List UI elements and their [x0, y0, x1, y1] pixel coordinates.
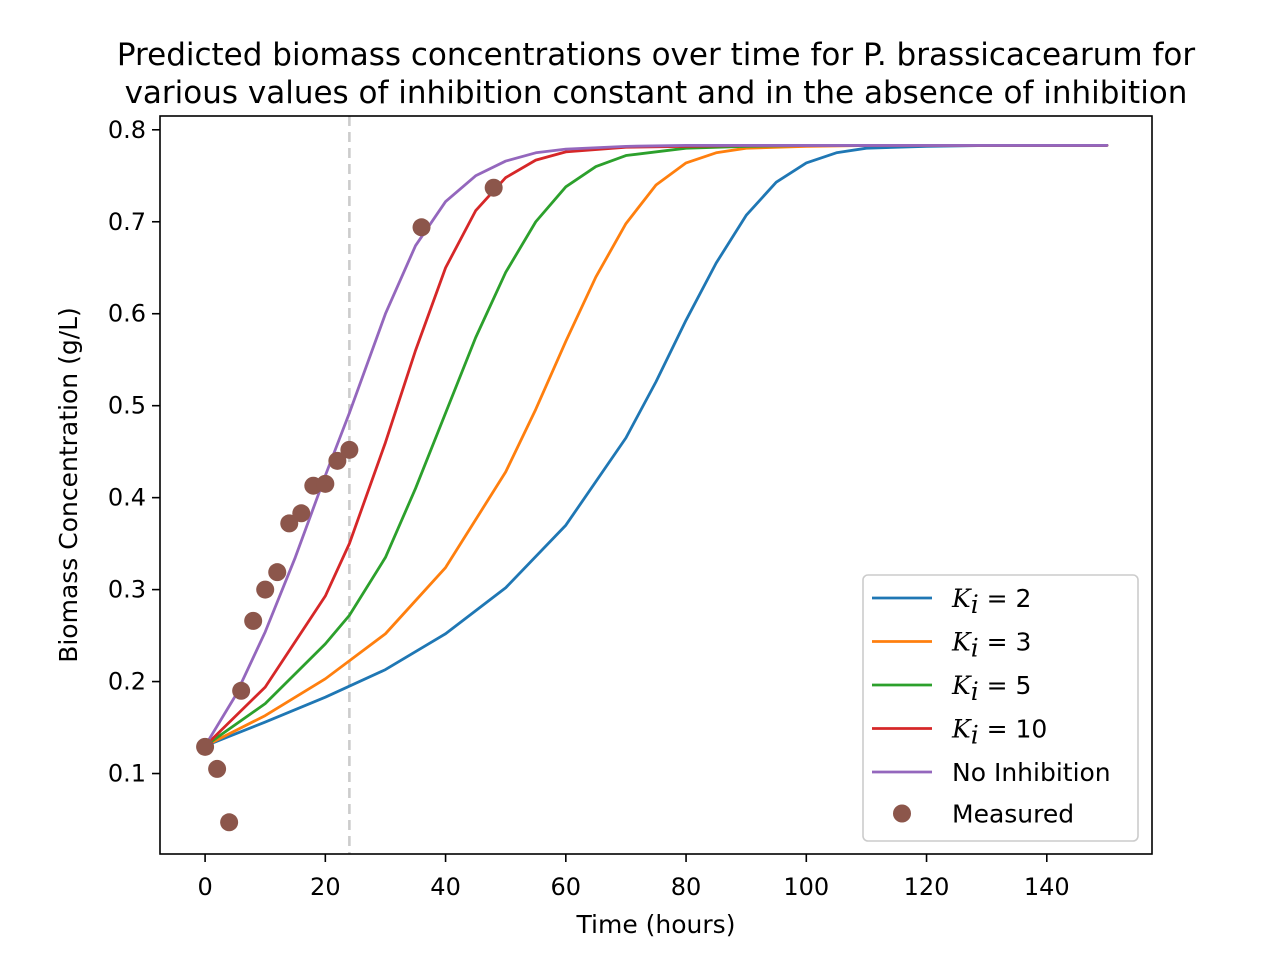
y-tick-label: 0.5	[108, 392, 146, 420]
series-line-5	[203, 144, 1109, 748]
measured-point	[316, 474, 335, 493]
x-tick-label: 40	[430, 873, 461, 901]
legend-label-4: Ki = 10	[951, 715, 1047, 750]
x-tick-label: 60	[551, 873, 582, 901]
y-tick-label: 0.4	[108, 484, 146, 512]
y-axis: 0.1 0.2 0.3 0.4 0.5 0.6 0.7 0.8	[108, 116, 160, 788]
x-axis: 0 20 40 60 80 100 120 140	[197, 854, 1070, 901]
x-tick-label: 0	[197, 873, 212, 901]
legend-label-5: No Inhibition	[952, 758, 1111, 787]
x-tick-label: 20	[310, 873, 341, 901]
x-tick-label: 120	[904, 873, 950, 901]
measured-point	[328, 451, 347, 470]
y-tick-label: 0.2	[108, 668, 146, 696]
plot-frame	[159, 115, 1153, 855]
legend-label-measured: Measured	[952, 800, 1074, 829]
measured-point	[280, 514, 299, 533]
legend: Ki = 2 Ki = 3 Ki = 5 Ki = 10 No Inhibition Me…	[862, 574, 1139, 842]
measured-point	[340, 440, 359, 459]
y-axis-label: Biomass Concentration (g/L)	[54, 307, 83, 663]
y-tick-label: 0.7	[108, 208, 146, 236]
legend-marker-measured	[893, 804, 911, 823]
chart-title-line-2: various values of inhibition constant an…	[125, 75, 1188, 111]
series-line-3	[203, 144, 1109, 748]
x-tick-label: 80	[671, 873, 702, 901]
measured-point	[292, 504, 311, 523]
measured-point	[268, 563, 287, 582]
measured-point	[412, 218, 431, 237]
legend-label-2: Ki = 3	[951, 628, 1031, 663]
y-tick-label: 0.1	[108, 760, 146, 788]
legend-label-3: Ki = 5	[951, 671, 1031, 706]
measured-point	[256, 580, 275, 599]
x-tick-label: 140	[1024, 873, 1070, 901]
measured-point	[232, 681, 251, 700]
legend-label-1: Ki = 2	[951, 584, 1031, 619]
measured-point	[244, 611, 263, 630]
measured-point	[484, 178, 503, 197]
measured-point	[220, 813, 239, 832]
x-axis-label: Time (hours)	[576, 910, 736, 939]
y-tick-label: 0.8	[108, 116, 146, 144]
plot-area	[196, 116, 1109, 854]
y-tick-label: 0.6	[108, 300, 146, 328]
x-tick-label: 100	[783, 873, 829, 901]
y-tick-label: 0.3	[108, 576, 146, 604]
measured-point	[196, 737, 215, 756]
measured-point	[208, 759, 227, 778]
chart-title-line-1: Predicted biomass concentrations over ti…	[117, 37, 1195, 73]
